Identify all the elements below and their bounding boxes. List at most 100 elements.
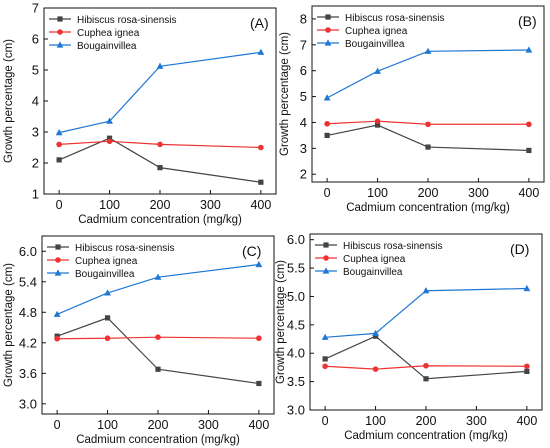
y-tick-label: 3.5: [287, 374, 305, 389]
data-point: [256, 380, 262, 387]
panel-d: 3.0 3.5 4.0 4.5 5.0 5.5 6.0 0 100 200 300 400 Cadmiu…: [275, 232, 543, 442]
data-point: [526, 147, 532, 154]
series-line-1: [59, 140, 261, 149]
data-point: [155, 366, 161, 372]
x-tick-label: 200: [148, 418, 169, 432]
y-tick-label: 3.0: [19, 396, 37, 411]
data-point: [374, 118, 381, 124]
legend-label: Bougainvillea: [343, 267, 403, 278]
y-axis-title: Growth percentage (cm): [3, 263, 15, 387]
legend-marker: [57, 16, 63, 22]
x-tick-label: 0: [324, 186, 331, 200]
data-point: [324, 132, 330, 139]
data-point: [372, 329, 379, 336]
x-tick-label: 200: [416, 414, 437, 428]
x-tick-label: 100: [367, 186, 388, 200]
y-tick-label: 5: [32, 63, 39, 78]
y-tick-label: 6.0: [19, 244, 37, 259]
series-line-1: [327, 120, 529, 125]
x-tick-label: 0: [56, 198, 63, 212]
y-tick-label: 6: [32, 32, 39, 47]
y-tick-label: 6: [300, 63, 307, 78]
data-point: [524, 363, 530, 370]
x-axis-title: Cadmium concentration (mg/kg): [76, 434, 240, 446]
y-axis-title: Growth percentage (cm): [279, 32, 291, 156]
panel-label: (A): [250, 15, 269, 31]
data-point: [56, 157, 62, 163]
x-tick-label: 400: [518, 186, 539, 200]
series-line-1: [325, 365, 527, 370]
series-line-0: [58, 137, 261, 183]
series-line-2: [325, 287, 527, 338]
data-point: [155, 334, 161, 341]
y-tick-label: 6.0: [287, 232, 305, 247]
legend-marker: [56, 41, 64, 48]
y-tick-label: 4.5: [287, 317, 305, 332]
data-point: [104, 289, 111, 296]
x-tick-label: 100: [365, 414, 386, 428]
y-tick-label: 5: [300, 89, 307, 104]
legend-label: Hibiscus rosa-sinensis: [343, 241, 442, 252]
data-point: [324, 120, 330, 127]
data-point: [422, 287, 430, 294]
series-line-2: [58, 51, 261, 134]
x-tick-label: 200: [418, 186, 439, 200]
data-point: [425, 144, 431, 150]
x-tick-label: 0: [54, 418, 61, 432]
data-point: [374, 67, 381, 74]
data-point: [104, 315, 111, 321]
y-tick-label: 1: [32, 187, 39, 202]
legend-label: Bougainvillea: [77, 41, 137, 52]
x-axis-title: Cadmium concentration (mg/kg): [344, 430, 508, 442]
data-point: [157, 165, 163, 171]
x-axis-title: Cadmium concentration (mg/kg): [346, 202, 510, 214]
y-axis-title: Growth percentage (cm): [275, 260, 287, 384]
data-point: [523, 284, 531, 292]
legend-marker: [323, 242, 329, 248]
data-point: [104, 335, 111, 342]
panel-label: (C): [242, 243, 261, 259]
series-line-1: [57, 336, 259, 340]
legend-label: Cuphea ignea: [343, 254, 406, 265]
y-tick-label: 3.0: [287, 403, 305, 418]
data-point: [255, 260, 263, 268]
data-point: [55, 129, 63, 136]
y-tick-label: 7: [32, 1, 39, 16]
x-tick-label: 100: [97, 418, 118, 432]
y-tick-label: 2: [300, 167, 307, 182]
y-tick-label: 3.6: [19, 366, 37, 381]
x-tick-label: 300: [200, 198, 221, 212]
data-point: [322, 363, 328, 370]
data-point: [372, 333, 379, 339]
y-tick-label: 4.2: [19, 335, 37, 350]
y-tick-label: 4.0: [287, 346, 305, 361]
legend-marker: [325, 14, 331, 20]
y-tick-label: 5.5: [287, 261, 305, 276]
panel-label: (B): [518, 13, 537, 29]
y-tick-label: 4: [32, 94, 39, 109]
data-point: [256, 335, 262, 342]
legend-marker: [57, 29, 63, 35]
data-point: [424, 47, 432, 54]
data-point: [257, 48, 265, 55]
panel-c: 3.0 3.6 4.2 4.8 5.4 6.0 0 100 200 300 400 Cadmium c…: [3, 235, 275, 446]
legend-label: Bougainvillea: [75, 269, 135, 280]
series-line-0: [56, 317, 259, 385]
data-point: [423, 362, 429, 369]
data-point: [322, 356, 328, 362]
x-tick-label: 200: [150, 198, 171, 212]
data-point: [157, 141, 163, 148]
y-tick-label: 2: [32, 156, 39, 171]
y-tick-label: 7: [300, 37, 307, 52]
data-point: [372, 366, 379, 372]
data-point: [423, 376, 429, 382]
x-tick-label: 100: [99, 198, 120, 212]
series-line-0: [324, 335, 527, 380]
legend-label: Hibiscus rosa-sinensis: [345, 13, 444, 24]
y-tick-label: 3: [300, 141, 307, 156]
data-point: [323, 94, 331, 101]
data-point: [53, 310, 61, 317]
y-tick-label: 4: [300, 115, 307, 130]
series-line-0: [327, 124, 529, 152]
